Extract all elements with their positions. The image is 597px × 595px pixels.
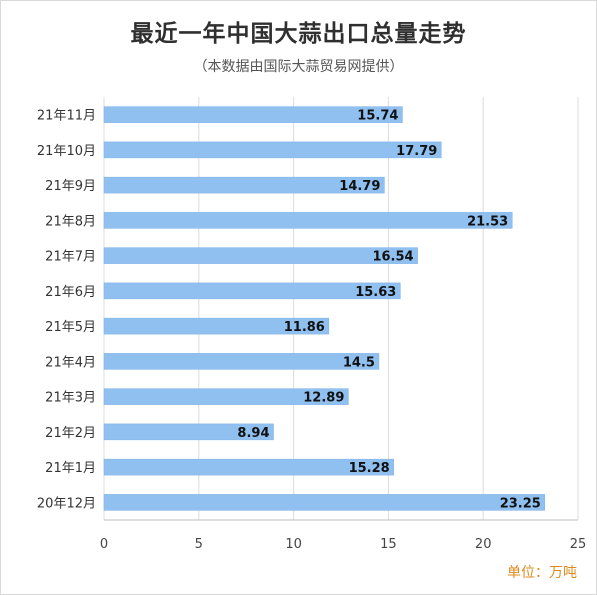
category-label: 21年7月 — [45, 250, 96, 265]
data-label: 14.5 — [343, 355, 375, 370]
data-label: 16.54 — [372, 250, 413, 265]
category-label: 21年5月 — [45, 320, 96, 335]
data-label: 21.53 — [467, 214, 508, 229]
category-label: 21年2月 — [45, 426, 96, 441]
bar-5 — [103, 282, 401, 300]
data-label: 17.79 — [396, 144, 437, 159]
x-tick-label: 20 — [475, 537, 492, 552]
bar-7 — [103, 353, 380, 370]
data-label: 15.28 — [349, 461, 390, 476]
category-label: 21年11月 — [37, 109, 96, 124]
category-label: 21年10月 — [37, 144, 96, 159]
bar-9 — [103, 423, 274, 441]
bar-11 — [103, 494, 546, 511]
category-label: 20年12月 — [37, 496, 96, 511]
category-label: 21年4月 — [45, 355, 96, 370]
labels: 0 5 10 15 20 25 21年11月 15.74 21年10月 17.79 21年9月 14.… — [37, 109, 586, 552]
bar-10 — [103, 458, 394, 476]
bar-2 — [103, 176, 385, 194]
unit-label: 单位：万吨 — [507, 565, 577, 581]
bars — [103, 106, 546, 511]
bar-3 — [103, 212, 513, 229]
bar-4 — [103, 247, 418, 264]
bar-6 — [103, 317, 330, 335]
data-label: 8.94 — [237, 426, 269, 441]
category-label: 21年9月 — [45, 179, 96, 194]
bar-0 — [103, 106, 403, 123]
grid-lines — [103, 97, 579, 521]
bar-8 — [103, 388, 349, 405]
data-label: 11.86 — [284, 320, 325, 335]
bar-1 — [103, 141, 442, 159]
chart-subtitle: （本数据由国际大蒜贸易网提供） — [193, 59, 404, 75]
category-label: 21年6月 — [45, 285, 96, 300]
category-label: 21年3月 — [45, 391, 96, 406]
x-tick-label: 0 — [100, 537, 108, 552]
data-label: 14.79 — [339, 179, 380, 194]
data-label: 15.74 — [357, 109, 398, 124]
data-label: 23.25 — [500, 496, 541, 511]
x-tick-label: 25 — [570, 537, 587, 552]
data-label: 15.63 — [355, 285, 396, 300]
x-tick-label: 10 — [285, 537, 302, 552]
category-label: 21年1月 — [45, 461, 96, 476]
data-label: 12.89 — [303, 391, 344, 406]
x-tick-label: 15 — [380, 537, 397, 552]
x-tick-label: 5 — [195, 537, 203, 552]
chart-title: 最近一年中国大蒜出口总量走势 — [130, 21, 467, 47]
category-label: 21年8月 — [45, 214, 96, 229]
